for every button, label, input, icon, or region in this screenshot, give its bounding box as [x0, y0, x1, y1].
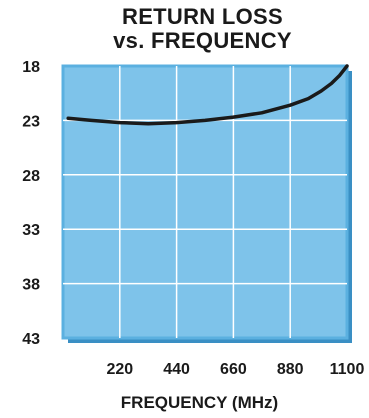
y-tick-label: 23: [22, 113, 40, 130]
y-tick-label: 18: [22, 59, 40, 76]
x-axis-label: FREQUENCY (MHz): [120, 393, 279, 412]
return-loss-curve: [66, 64, 349, 126]
chart-subtitle: vs. FREQUENCY: [113, 28, 292, 53]
chart-title: RETURN LOSS: [122, 4, 283, 29]
x-tick-label: 880: [277, 361, 304, 378]
plot-area: [61, 64, 349, 340]
x-tick-label: 660: [220, 361, 247, 378]
y-tick-label: 28: [22, 168, 40, 185]
y-tick-label: 43: [22, 331, 40, 348]
x-tick-label: 220: [106, 361, 133, 378]
x-tick-label: 1100: [330, 361, 365, 378]
y-tick-label: 38: [22, 277, 40, 294]
x-tick-label: 440: [163, 361, 190, 378]
y-tick-label: 33: [22, 222, 40, 239]
